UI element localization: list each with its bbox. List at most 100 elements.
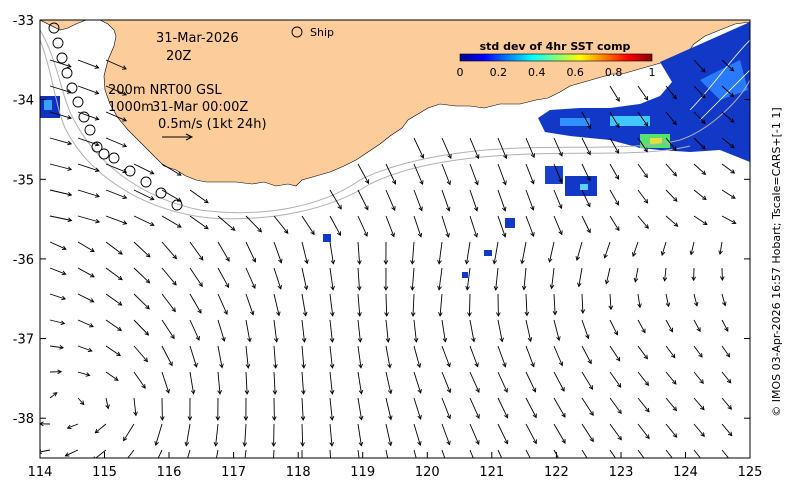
current-arrow <box>217 319 225 342</box>
current-arrow <box>133 189 154 201</box>
current-arrowhead <box>66 63 72 68</box>
current-arrow <box>581 397 594 416</box>
current-arrow <box>719 241 723 255</box>
current-arrowhead <box>283 229 289 234</box>
current-arrow <box>49 189 72 196</box>
current-arrowhead <box>122 194 128 199</box>
current-arrow <box>329 449 331 458</box>
current-arrow <box>693 397 705 410</box>
current-arrow <box>693 189 707 200</box>
current-arrowhead <box>61 270 67 276</box>
current-arrowhead <box>244 390 250 395</box>
current-arrowhead <box>549 284 555 290</box>
current-arrowhead <box>152 466 156 470</box>
current-arrowhead <box>67 217 73 223</box>
current-arrowhead <box>727 431 733 437</box>
current-arrowhead <box>330 285 335 291</box>
current-arrowhead <box>391 179 397 185</box>
current-arrow <box>385 215 395 237</box>
current-arrowhead <box>702 195 707 201</box>
current-arrow <box>217 293 228 315</box>
current-arrowhead <box>672 197 678 202</box>
ship-legend-icon <box>291 26 303 38</box>
current-arrow <box>273 449 275 458</box>
current-arrow <box>721 163 735 174</box>
y-tick-label: -34 <box>13 94 34 109</box>
current-arrow <box>466 241 471 264</box>
current-arrow <box>413 449 417 458</box>
current-arrowhead <box>587 359 592 365</box>
current-arrow <box>329 423 333 446</box>
current-arrow <box>49 319 65 324</box>
current-arrow <box>693 163 706 175</box>
current-arrowhead <box>718 250 723 256</box>
current-arrow <box>553 215 563 235</box>
current-arrowhead <box>668 327 673 333</box>
current-arrowhead <box>722 301 727 307</box>
current-arrowhead <box>249 310 255 316</box>
current-arrow <box>105 215 127 225</box>
current-arrowhead <box>133 411 138 417</box>
current-arrow <box>609 397 622 414</box>
current-arrow <box>157 449 163 458</box>
current-arrow <box>609 215 620 231</box>
current-arrowhead <box>588 385 593 391</box>
current-arrowhead <box>437 259 442 265</box>
current-arrowhead <box>121 462 125 466</box>
current-arrow <box>133 397 137 416</box>
current-arrow <box>497 423 509 444</box>
current-arrowhead <box>384 312 389 317</box>
current-arrow <box>468 293 471 317</box>
current-arrowhead <box>116 351 121 357</box>
depth-line2-right: 31-Mar 00:00Z <box>152 100 248 115</box>
current-arrowhead <box>66 424 72 430</box>
current-arrowhead <box>503 387 508 393</box>
current-arrowhead <box>614 200 619 206</box>
current-arrow <box>637 449 645 458</box>
current-arrowhead <box>547 258 553 263</box>
current-arrow <box>581 423 594 442</box>
current-arrowhead <box>329 338 335 343</box>
current-arrow <box>187 449 191 458</box>
current-arrowhead <box>670 353 676 359</box>
current-arrowhead <box>154 441 159 446</box>
current-arrow <box>693 293 698 307</box>
current-arrowhead <box>168 361 173 367</box>
current-arrowhead <box>672 120 677 126</box>
current-arrow <box>553 189 562 209</box>
current-arrow <box>721 215 736 224</box>
current-arrow <box>665 85 677 100</box>
current-arrowhead <box>122 91 128 96</box>
current-arrowhead <box>530 205 535 211</box>
current-arrowhead <box>614 149 620 154</box>
current-arrow <box>123 423 135 441</box>
current-arrowhead <box>149 196 155 201</box>
current-arrow <box>525 371 536 392</box>
current-arrow <box>49 215 72 221</box>
current-arrowhead <box>474 362 479 368</box>
current-arrowhead <box>492 259 498 265</box>
current-arrowhead <box>577 282 582 288</box>
current-arrow <box>690 241 695 255</box>
current-arrow <box>245 215 262 233</box>
current-arrowhead <box>720 276 725 281</box>
current-arrowhead <box>437 285 442 291</box>
current-arrowhead <box>729 118 735 123</box>
current-arrow <box>665 319 673 332</box>
current-arrow <box>578 267 583 287</box>
current-arrowhead <box>447 154 452 159</box>
current-arrow <box>609 423 622 441</box>
current-arrowhead <box>301 390 306 395</box>
current-arrowhead <box>251 284 256 289</box>
current-arrowhead <box>358 415 364 421</box>
current-arrow <box>273 215 289 234</box>
current-arrow <box>605 267 611 284</box>
current-arrow <box>581 449 588 458</box>
current-arrowhead <box>672 146 677 152</box>
current-arrow <box>77 111 99 120</box>
current-arrow <box>637 319 646 333</box>
current-arrowhead <box>67 166 73 171</box>
current-arrow <box>661 241 667 256</box>
current-arrow <box>413 137 424 159</box>
current-arrow <box>469 319 475 342</box>
